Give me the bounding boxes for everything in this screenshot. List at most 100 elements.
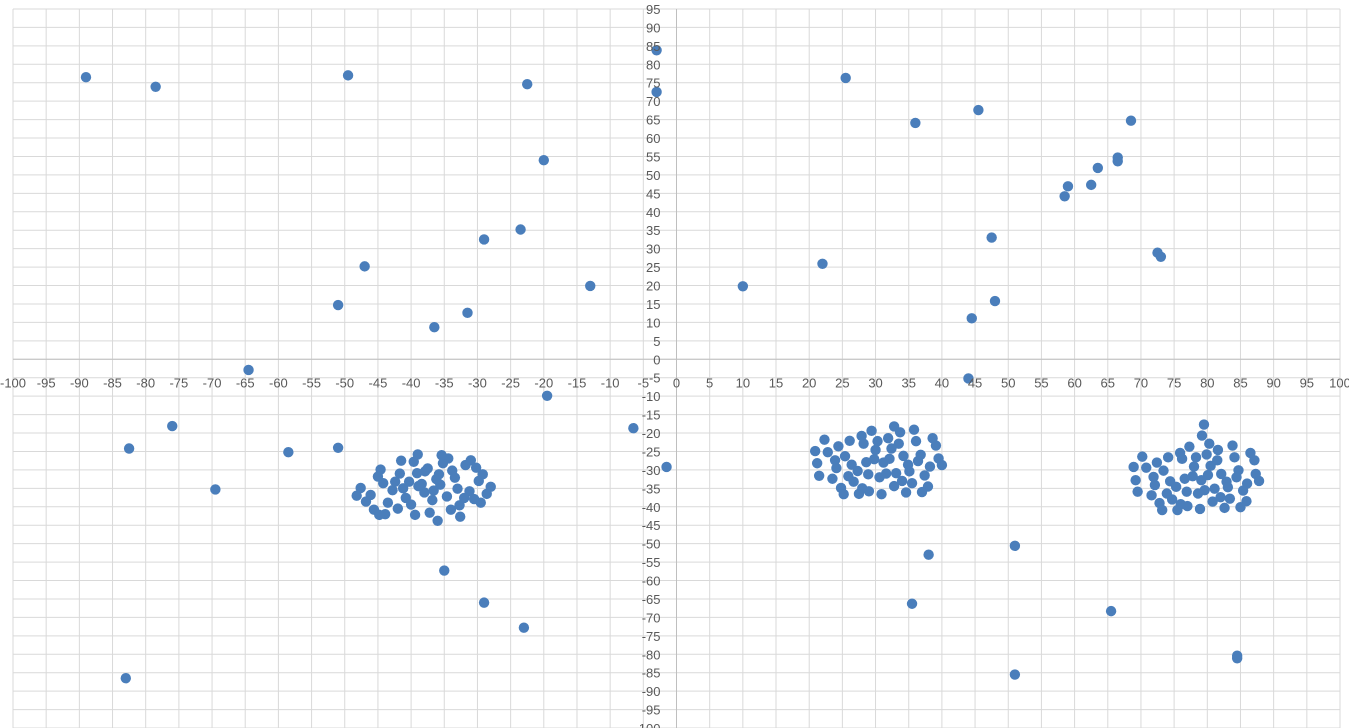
- x-tick-label: 20: [802, 375, 816, 390]
- x-tick-label: -40: [402, 375, 421, 390]
- data-point: [150, 81, 161, 92]
- y-tick-label: 15: [646, 297, 660, 312]
- data-point: [477, 469, 488, 480]
- data-point: [1181, 486, 1192, 497]
- data-point: [454, 511, 466, 522]
- data-point: [1130, 475, 1141, 486]
- y-tick-label: 85: [646, 39, 660, 54]
- y-tick-label: 55: [646, 149, 660, 164]
- x-tick-label: 80: [1200, 375, 1214, 390]
- data-point: [872, 435, 883, 447]
- y-tick-label: -45: [642, 518, 661, 533]
- data-point: [1059, 191, 1070, 202]
- data-point: [1201, 449, 1212, 460]
- data-point: [1216, 468, 1227, 480]
- y-tick-label: -90: [642, 684, 661, 699]
- y-tick-label: 60: [646, 131, 660, 146]
- data-point: [866, 425, 877, 437]
- data-point: [332, 442, 344, 453]
- data-point: [485, 481, 496, 493]
- y-tick-label: 25: [646, 260, 660, 275]
- x-tick-label: 100: [1329, 375, 1349, 390]
- y-tick-label: 10: [646, 315, 660, 330]
- y-tick-label: -55: [642, 555, 661, 570]
- x-tick-label: 40: [935, 375, 949, 390]
- x-tick-label: 95: [1300, 375, 1314, 390]
- x-tick-label: -5: [638, 375, 650, 390]
- data-point: [888, 421, 900, 432]
- data-point: [392, 503, 404, 514]
- data-point: [1215, 491, 1226, 503]
- x-tick-label: -95: [37, 375, 56, 390]
- data-point: [882, 432, 894, 444]
- x-tick-label: -70: [203, 375, 222, 390]
- data-point: [395, 455, 407, 466]
- data-point: [462, 307, 473, 319]
- data-point: [515, 224, 526, 235]
- data-point: [1199, 484, 1210, 496]
- data-point: [1062, 181, 1074, 192]
- x-tick-label: 25: [835, 375, 849, 390]
- x-tick-label: 90: [1266, 375, 1280, 390]
- data-point: [210, 484, 221, 495]
- data-point: [475, 497, 486, 508]
- data-point: [412, 449, 423, 460]
- data-point: [123, 443, 135, 454]
- y-tick-label: -20: [642, 426, 661, 441]
- data-point: [856, 430, 867, 442]
- data-point: [1231, 653, 1243, 664]
- data-point: [1188, 461, 1200, 472]
- y-tick-label: -70: [642, 610, 661, 625]
- data-point: [403, 476, 415, 487]
- data-point: [429, 322, 440, 333]
- x-tick-label: -15: [568, 375, 587, 390]
- x-tick-label: 30: [868, 375, 882, 390]
- y-tick-label: -100: [634, 721, 660, 728]
- data-point: [843, 470, 854, 482]
- x-tick-label: -80: [136, 375, 155, 390]
- x-tick-label: 75: [1167, 375, 1181, 390]
- data-point: [651, 45, 662, 56]
- data-point: [822, 446, 833, 458]
- x-tick-label: 35: [901, 375, 915, 390]
- data-point: [120, 673, 131, 684]
- data-point: [898, 450, 909, 462]
- data-point: [1222, 482, 1234, 493]
- data-point: [387, 484, 398, 496]
- data-point: [1231, 472, 1242, 483]
- data-point: [896, 475, 908, 487]
- data-point: [1164, 476, 1176, 487]
- data-point: [411, 468, 423, 479]
- x-tick-label: 60: [1067, 375, 1081, 390]
- data-point: [1148, 471, 1159, 483]
- x-tick-label: 15: [769, 375, 783, 390]
- data-point: [374, 509, 385, 521]
- y-tick-label: 35: [646, 223, 660, 238]
- data-point: [167, 420, 178, 432]
- data-point: [1085, 179, 1097, 191]
- data-point: [447, 465, 458, 476]
- data-point: [1212, 444, 1224, 456]
- x-tick-label: -45: [369, 375, 388, 390]
- data-point: [838, 489, 849, 500]
- data-point: [1235, 501, 1246, 513]
- data-point: [1128, 461, 1139, 473]
- y-tick-label: -60: [642, 574, 661, 589]
- y-tick-label: 20: [646, 279, 660, 294]
- data-point: [870, 444, 881, 456]
- data-point: [1174, 447, 1186, 459]
- data-point: [661, 461, 672, 473]
- data-point: [1227, 440, 1238, 451]
- x-tick-label: -100: [0, 375, 26, 390]
- x-tick-label: 70: [1134, 375, 1148, 390]
- y-tick-label: 95: [646, 2, 660, 17]
- y-tick-label: -5: [649, 371, 661, 386]
- data-point: [910, 117, 921, 129]
- data-point: [811, 458, 823, 469]
- y-tick-label: -30: [642, 463, 661, 478]
- data-point: [382, 497, 394, 508]
- data-point: [1146, 490, 1157, 501]
- data-point: [1009, 669, 1021, 680]
- data-point: [1237, 485, 1249, 496]
